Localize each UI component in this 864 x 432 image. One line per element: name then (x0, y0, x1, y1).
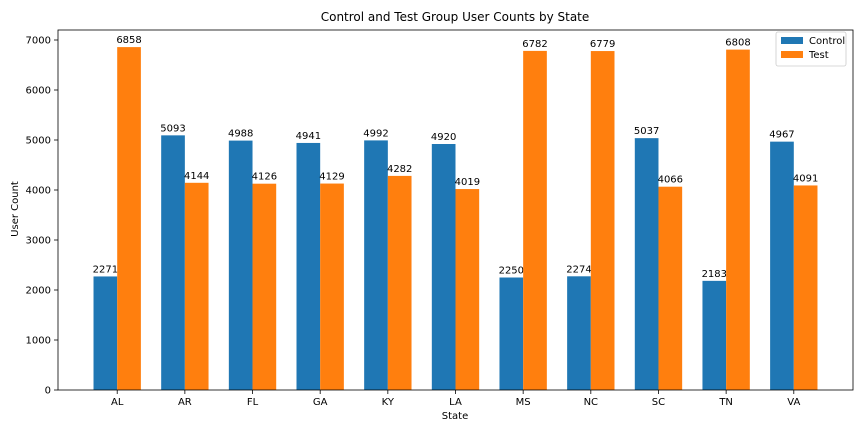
data-label-control-fl: 4988 (228, 129, 253, 140)
y-tick-label: 1000 (26, 336, 51, 347)
bar-control-fl (228, 140, 253, 390)
x-tick-label-ga: GA (313, 397, 328, 408)
y-tick-label: 4000 (26, 186, 51, 197)
data-label-test-va: 4091 (793, 173, 818, 184)
y-tick-label: 3000 (26, 236, 51, 247)
y-tick-label: 0 (45, 386, 51, 397)
bar-test-la (455, 189, 480, 390)
legend-swatch-test (781, 51, 803, 58)
plot-area: 2271 5093 4988 4941 4992 4920 2250 2274 5037 2183… (26, 29, 854, 408)
data-label-test-ky: 4282 (387, 164, 412, 175)
bar-control-ms (499, 277, 524, 390)
y-tick-label: 2000 (26, 286, 51, 297)
y-axis-label: User Count (10, 181, 21, 237)
data-label-test-tn: 6808 (725, 38, 750, 49)
bar-test-tn (726, 49, 750, 390)
bar-test-nc (590, 51, 615, 391)
data-label-control-la: 4920 (431, 132, 456, 143)
bar-control-ga (296, 142, 321, 390)
bar-control-la (431, 144, 456, 390)
data-label-control-ga: 4941 (296, 131, 321, 142)
bar-test-al (117, 47, 141, 390)
bar-control-sc (634, 138, 659, 390)
bar-test-va (793, 185, 818, 390)
data-label-test-ar: 4144 (184, 171, 209, 182)
y-tick-label: 6000 (26, 86, 51, 97)
data-label-control-ms: 2250 (499, 266, 524, 277)
x-tick-label-la: LA (449, 397, 462, 408)
x-axis-label: State (442, 411, 468, 422)
data-label-test-ga: 4129 (319, 172, 344, 183)
bar-control-ky (364, 140, 388, 390)
bar-control-tn (702, 280, 727, 390)
x-tick-label-va: VA (787, 397, 800, 408)
x-tick-label-ms: MS (516, 397, 531, 408)
data-label-control-ar: 5093 (160, 123, 185, 134)
data-label-test-al: 6858 (116, 35, 141, 46)
legend-swatch-control (781, 37, 803, 44)
x-tick-label-fl: FL (247, 397, 259, 408)
x-tick-label-ar: AR (178, 397, 192, 408)
chart-title: Control and Test Group User Counts by St… (321, 10, 590, 24)
bar-control-ar (161, 135, 185, 390)
legend: Control Test (775, 31, 847, 67)
data-label-control-al: 2271 (93, 264, 118, 275)
legend-label-control: Control (809, 36, 845, 47)
data-label-test-fl: 4126 (252, 172, 277, 183)
bar-test-ms (523, 50, 547, 391)
x-tick-label-tn: TN (718, 397, 733, 408)
data-label-test-la: 4019 (455, 177, 480, 188)
bar-test-fl (252, 183, 277, 390)
data-label-control-nc: 2274 (566, 264, 591, 275)
data-label-test-nc: 6779 (590, 39, 615, 50)
data-label-control-sc: 5037 (634, 126, 659, 137)
x-tick-label-nc: NC (584, 397, 598, 408)
bar-control-nc (567, 276, 591, 390)
data-label-control-ky: 4992 (363, 128, 388, 139)
bar-control-va (770, 141, 794, 390)
bar-test-ar (184, 182, 209, 390)
legend-label-test: Test (808, 50, 829, 61)
data-label-control-tn: 2183 (702, 269, 727, 280)
data-label-test-sc: 4066 (658, 175, 683, 186)
x-tick-label-ky: KY (382, 397, 395, 408)
x-tick-label-al: AL (111, 397, 124, 408)
bar-control-al (93, 276, 118, 390)
bar-test-sc (658, 186, 683, 390)
data-label-control-va: 4967 (769, 130, 794, 141)
bar-test-ky (387, 175, 412, 390)
y-tick-label: 7000 (26, 36, 51, 47)
x-tick-label-sc: SC (652, 397, 665, 408)
bar-test-ga (320, 183, 344, 390)
y-tick-label: 5000 (26, 136, 51, 147)
data-label-test-ms: 6782 (522, 39, 547, 50)
